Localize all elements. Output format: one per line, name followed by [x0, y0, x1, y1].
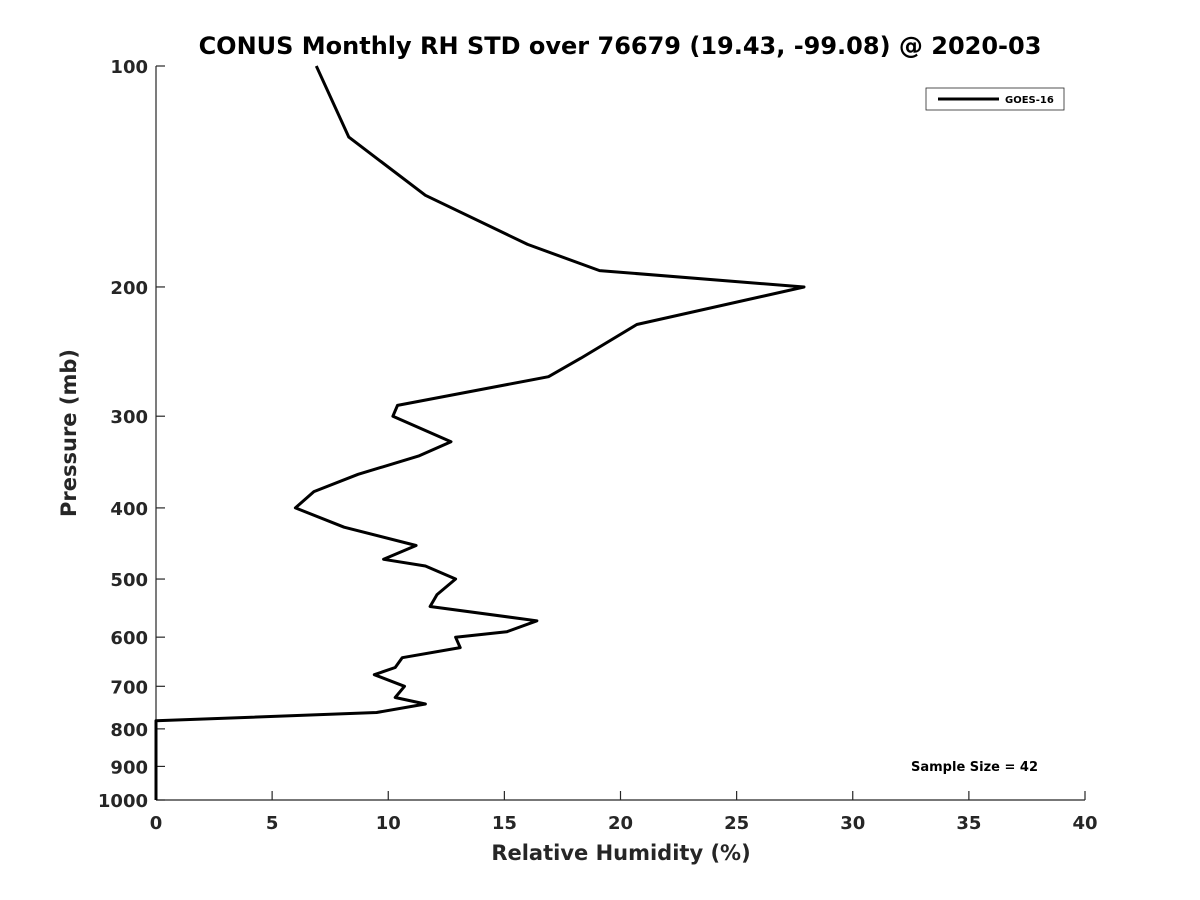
chart-title: CONUS Monthly RH STD over 76679 (19.43, … — [199, 32, 1042, 60]
y-tick-label: 700 — [110, 677, 148, 698]
y-tick-label: 900 — [110, 757, 148, 778]
y-tick-label: 200 — [110, 278, 148, 299]
y-axis-ticks: 100 200 300 400 500 600 700 800 900 1000 — [98, 57, 165, 812]
y-tick-label: 400 — [110, 499, 148, 520]
x-tick-label: 40 — [1072, 813, 1097, 834]
x-axis-label: Relative Humidity (%) — [491, 841, 750, 865]
y-tick-label: 300 — [110, 407, 148, 428]
x-tick-label: 15 — [492, 813, 517, 834]
legend: GOES-16 — [925, 87, 1065, 111]
y-tick-label: 1000 — [98, 791, 148, 812]
x-tick-label: 10 — [376, 813, 401, 834]
x-tick-label: 25 — [724, 813, 749, 834]
y-axis-label: Pressure (mb) — [57, 349, 81, 517]
x-tick-label: 20 — [608, 813, 633, 834]
y-tick-label: 600 — [110, 628, 148, 649]
y-tick-label: 500 — [110, 570, 148, 591]
x-axis-ticks: 0 5 10 15 20 25 30 35 40 — [150, 791, 1098, 834]
y-tick-label: 100 — [110, 57, 148, 78]
series-line-goes-16 — [154, 65, 806, 800]
y-tick-label: 800 — [110, 720, 148, 741]
x-tick-label: 30 — [840, 813, 865, 834]
x-tick-label: 5 — [266, 813, 279, 834]
x-tick-label: 0 — [150, 813, 163, 834]
sample-size-annotation: Sample Size = 42 — [911, 760, 1038, 775]
series-layer — [154, 65, 806, 800]
legend-label-goes-16: GOES-16 — [1005, 95, 1054, 106]
x-tick-label: 35 — [956, 813, 981, 834]
